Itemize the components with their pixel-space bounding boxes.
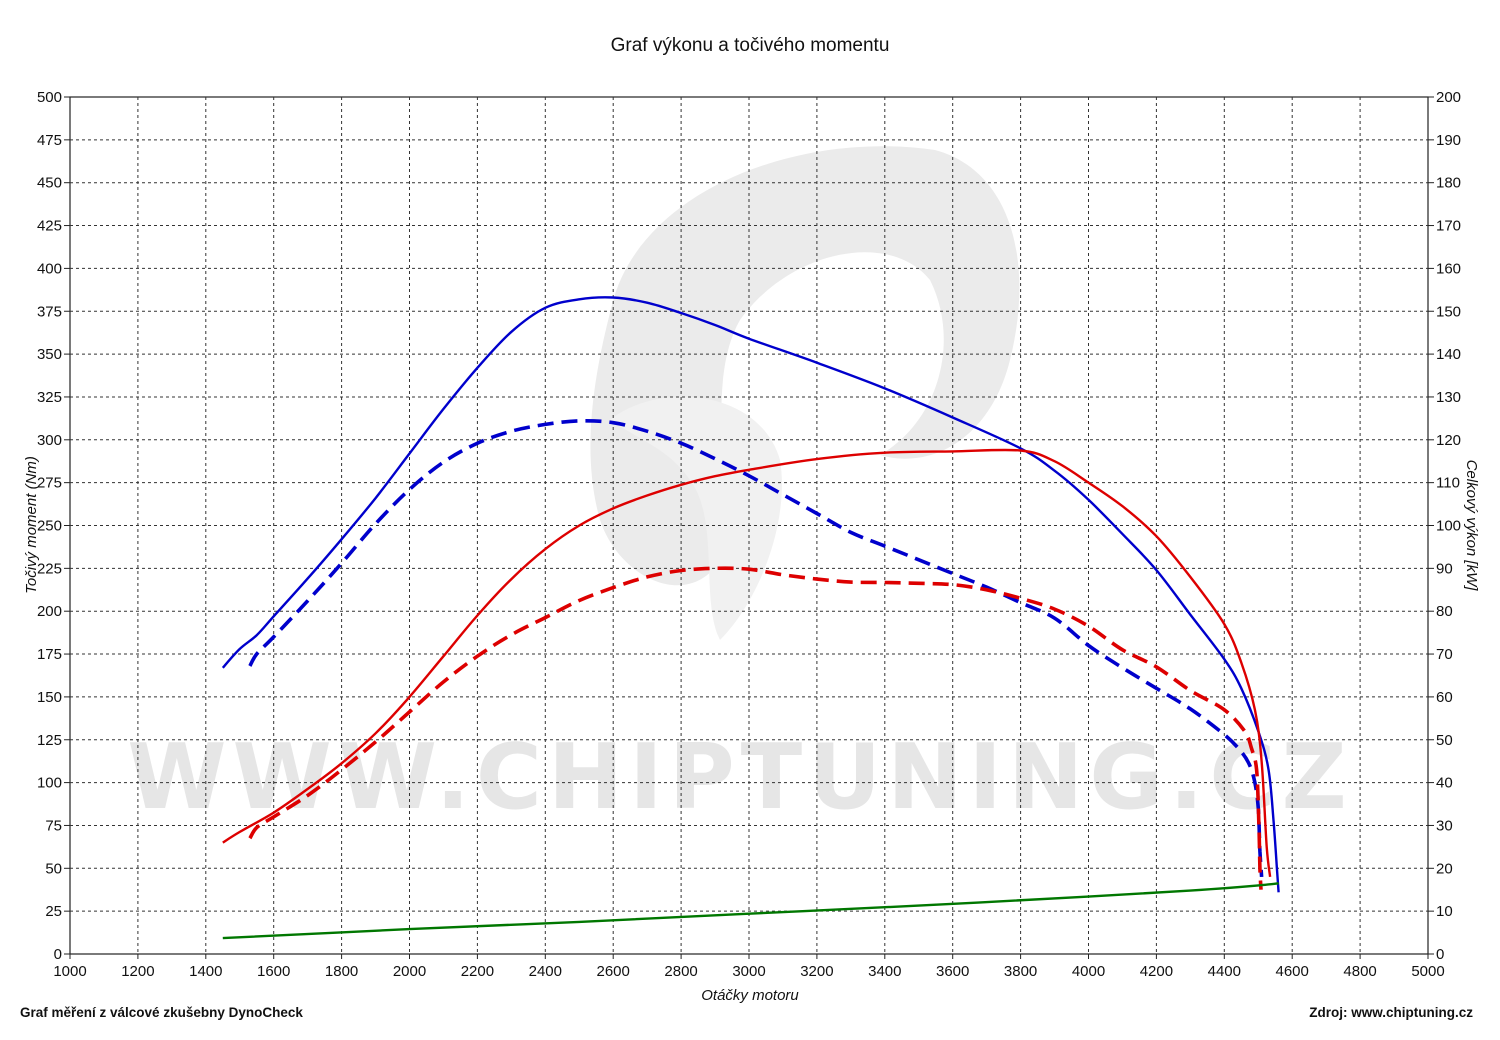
y-left-tick-label: 375 <box>37 303 62 320</box>
x-tick-label: 2400 <box>529 963 562 980</box>
y-right-tick-label: 200 <box>1436 89 1461 106</box>
torque-tuned-line <box>221 296 1280 893</box>
x-tick-label: 3800 <box>1004 963 1037 980</box>
x-tick-label: 1600 <box>257 963 290 980</box>
y-axis-left-title: Točivý moment (Nm) <box>23 456 40 594</box>
x-tick-label: 1000 <box>53 963 86 980</box>
x-tick-label: 3400 <box>868 963 901 980</box>
x-tick-label: 1400 <box>189 963 222 980</box>
chart-title: Graf výkonu a točivého momentu <box>611 35 890 56</box>
x-tick-label: 3000 <box>732 963 765 980</box>
y-left-tick-label: 350 <box>37 346 62 363</box>
y-right-tick-label: 90 <box>1436 560 1453 577</box>
y-axis-left: 0 25 50 75 100 125 150 175 200 225 250 275 300 325 350… <box>37 89 70 963</box>
y-right-tick-label: 80 <box>1436 603 1453 620</box>
power-stock-line <box>248 566 1263 890</box>
watermark: WWW.CHIPTUNING.CZ <box>127 146 1352 830</box>
y-left-tick-label: 500 <box>37 89 62 106</box>
power-tuned-line <box>222 448 1272 878</box>
y-left-tick-label: 275 <box>37 475 62 492</box>
y-right-tick-label: 190 <box>1436 132 1461 149</box>
watermark-logo-shape <box>590 146 1020 586</box>
y-right-tick-label: 110 <box>1436 475 1460 492</box>
y-right-tick-label: 120 <box>1436 432 1461 449</box>
y-left-tick-label: 125 <box>37 732 62 749</box>
watermark-swoosh-shape <box>610 396 782 640</box>
x-tick-label: 4200 <box>1140 963 1173 980</box>
y-right-tick-label: 70 <box>1436 646 1453 663</box>
y-right-tick-label: 180 <box>1436 175 1461 192</box>
y-left-tick-label: 225 <box>37 560 62 577</box>
y-right-tick-label: 10 <box>1436 903 1453 920</box>
y-left-tick-label: 150 <box>37 689 62 706</box>
x-tick-label: 1800 <box>325 963 358 980</box>
x-tick-label: 2800 <box>664 963 697 980</box>
x-tick-label: 4800 <box>1343 963 1376 980</box>
y-left-tick-label: 400 <box>37 260 62 277</box>
x-tick-label: 1200 <box>121 963 154 980</box>
y-right-tick-label: 150 <box>1436 303 1461 320</box>
y-left-tick-label: 325 <box>37 389 62 406</box>
y-right-tick-label: 40 <box>1436 775 1453 792</box>
y-right-tick-label: 160 <box>1436 260 1461 277</box>
y-axis-right: 0 10 20 30 40 50 60 70 80 90 100 110 120 130 140 150 160… <box>1428 89 1461 963</box>
y-right-tick-label: 100 <box>1436 518 1461 535</box>
x-tick-label: 3200 <box>800 963 833 980</box>
loss-power-line <box>222 882 1279 940</box>
x-tick-label: 2600 <box>597 963 630 980</box>
footer-source-link: Zdroj: www.chiptuning.cz <box>1309 1005 1473 1020</box>
x-tick-label: 4600 <box>1276 963 1309 980</box>
y-right-tick-label: 170 <box>1436 218 1461 235</box>
y-right-tick-label: 30 <box>1436 817 1453 834</box>
y-left-tick-label: 450 <box>37 175 62 192</box>
y-left-tick-label: 175 <box>37 646 62 663</box>
x-axis: 1000 1200 1400 1600 1800 2000 2200 2400 2600 2800… <box>53 954 1445 980</box>
x-tick-label: 4000 <box>1072 963 1105 980</box>
y-right-tick-label: 50 <box>1436 732 1453 749</box>
y-left-tick-label: 200 <box>37 603 62 620</box>
y-left-tick-label: 100 <box>37 775 62 792</box>
series-layer <box>221 296 1280 940</box>
y-left-tick-label: 75 <box>45 817 62 834</box>
y-left-tick-label: 300 <box>37 432 62 449</box>
y-right-tick-label: 60 <box>1436 689 1453 706</box>
y-left-tick-label: 425 <box>37 218 62 235</box>
x-tick-label: 4400 <box>1208 963 1241 980</box>
x-tick-label: 3600 <box>936 963 969 980</box>
watermark-url: WWW.CHIPTUNING.CZ <box>127 725 1352 830</box>
y-left-tick-label: 250 <box>37 518 62 535</box>
x-tick-label: 2000 <box>393 963 426 980</box>
grid <box>70 97 1428 954</box>
y-right-tick-label: 140 <box>1436 346 1461 363</box>
y-left-tick-label: 475 <box>37 132 62 149</box>
y-right-tick-label: 20 <box>1436 860 1453 877</box>
y-right-tick-label: 130 <box>1436 389 1461 406</box>
torque-stock-line <box>248 419 1264 877</box>
x-tick-label: 5000 <box>1411 963 1444 980</box>
x-tick-label: 2200 <box>461 963 494 980</box>
footer-source-note: Graf měření z válcové zkušebny DynoCheck <box>20 1005 303 1020</box>
y-right-tick-label: 0 <box>1436 946 1444 963</box>
x-axis-title: Otáčky motoru <box>701 987 799 1004</box>
y-left-tick-label: 25 <box>45 903 62 920</box>
y-axis-right-title: Celkový výkon [kW] <box>1463 460 1480 592</box>
y-left-tick-label: 0 <box>54 946 62 963</box>
y-left-tick-label: 50 <box>45 860 62 877</box>
